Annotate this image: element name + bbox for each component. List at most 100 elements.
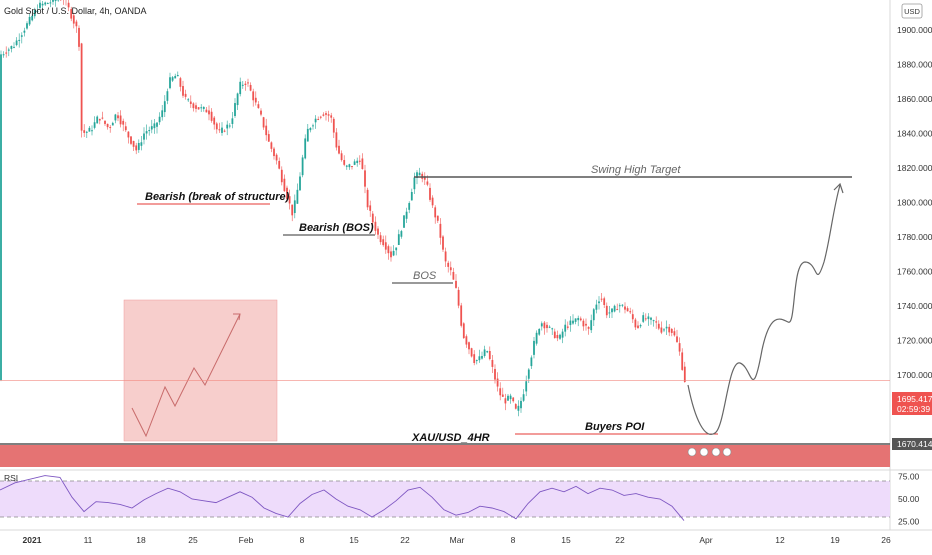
candle-body <box>276 155 278 161</box>
candle-body <box>572 321 574 324</box>
candle-body <box>346 166 348 167</box>
candle-body <box>307 129 309 142</box>
candle-body <box>434 207 436 217</box>
candle-body <box>601 299 603 300</box>
candle-body <box>359 161 361 162</box>
candle-body <box>450 267 452 270</box>
candle-body <box>460 305 462 325</box>
candle-body <box>479 356 481 360</box>
candle-body <box>466 336 468 344</box>
candle-body <box>393 251 395 256</box>
candle-body <box>385 242 387 249</box>
candle-body <box>627 308 629 311</box>
candle-body <box>260 111 262 115</box>
price-tick-label: 1880.000 <box>897 60 932 70</box>
candle-body <box>247 82 249 83</box>
candle-body <box>676 336 678 342</box>
rsi-tick-label: 25.00 <box>898 517 920 527</box>
candle-body <box>330 115 332 117</box>
event-marker-icon[interactable] <box>688 448 696 456</box>
candle-body <box>333 119 335 133</box>
candle-body <box>367 190 369 207</box>
candle-body <box>268 134 270 142</box>
candle-body <box>637 326 639 328</box>
candle-body <box>369 205 371 210</box>
candle-body <box>406 212 408 219</box>
candle-body <box>278 161 280 169</box>
candle-body <box>219 129 221 130</box>
candle-body <box>349 164 351 167</box>
candle-body <box>351 166 353 167</box>
rsi-tick-label: 75.00 <box>898 472 920 482</box>
candle-body <box>414 178 416 190</box>
candle-body <box>128 132 130 138</box>
time-tick-label: Apr <box>699 535 712 545</box>
price-axis[interactable]: 1900.0001880.0001860.0001840.0001820.000… <box>897 25 932 380</box>
candle-body <box>432 198 434 206</box>
candle-body <box>122 121 124 125</box>
price-tick-label: 1780.000 <box>897 232 932 242</box>
time-tick-label: 11 <box>84 535 93 545</box>
candle-body <box>666 327 668 329</box>
candle-body <box>151 126 153 129</box>
label-bos3: BOS <box>413 270 437 282</box>
candle-body <box>395 248 397 251</box>
candle-body <box>362 158 364 169</box>
candle-body <box>562 332 564 338</box>
event-marker-icon[interactable] <box>712 448 720 456</box>
candle-body <box>96 117 98 124</box>
candle-body <box>169 77 171 88</box>
price-tick-label: 1860.000 <box>897 94 932 104</box>
event-marker-icon[interactable] <box>723 448 731 456</box>
candle-body <box>104 121 106 124</box>
rsi-label: RSI <box>4 473 18 483</box>
candle-body <box>583 321 585 327</box>
candle-body <box>671 329 673 333</box>
price-tick-label: 1800.000 <box>897 198 932 208</box>
candle-body <box>380 235 382 242</box>
candle-body <box>388 246 390 253</box>
candle-body <box>109 127 111 128</box>
candle-body <box>310 128 312 130</box>
candle-body <box>161 110 163 117</box>
candle-body <box>174 76 176 78</box>
candle-body <box>182 86 184 96</box>
candle-body <box>143 133 145 139</box>
candle-body <box>234 103 236 116</box>
candle-body <box>401 231 403 237</box>
candle-body <box>232 118 234 124</box>
label-poi: Buyers POI <box>585 421 645 433</box>
candle-body <box>468 342 470 349</box>
candle-body <box>167 91 169 101</box>
candle-body <box>398 234 400 245</box>
candle-body <box>141 142 143 146</box>
candle-body <box>229 126 231 127</box>
candle-body <box>650 318 652 320</box>
candle-body <box>21 35 23 37</box>
candle-body <box>120 116 122 125</box>
candle-body <box>681 352 683 369</box>
candle-body <box>655 321 657 322</box>
candle-body <box>297 190 299 204</box>
candle-body <box>505 398 507 403</box>
candle-body <box>5 53 7 54</box>
event-marker-icon[interactable] <box>700 448 708 456</box>
candle-body <box>679 343 681 351</box>
candle-body <box>471 348 473 356</box>
candle-body <box>117 115 119 118</box>
candle-body <box>76 22 78 27</box>
candle-body <box>577 318 579 320</box>
time-tick-label: 19 <box>830 535 840 545</box>
candle-body <box>492 360 494 367</box>
candle-body <box>91 130 93 131</box>
candle-body <box>26 23 28 28</box>
candle-body <box>198 107 200 109</box>
candle-body <box>375 222 377 231</box>
candle-body <box>195 105 197 109</box>
candle-body <box>213 118 215 125</box>
candle-body <box>390 251 392 257</box>
candle-body <box>377 229 379 235</box>
time-tick-label: 12 <box>775 535 785 545</box>
